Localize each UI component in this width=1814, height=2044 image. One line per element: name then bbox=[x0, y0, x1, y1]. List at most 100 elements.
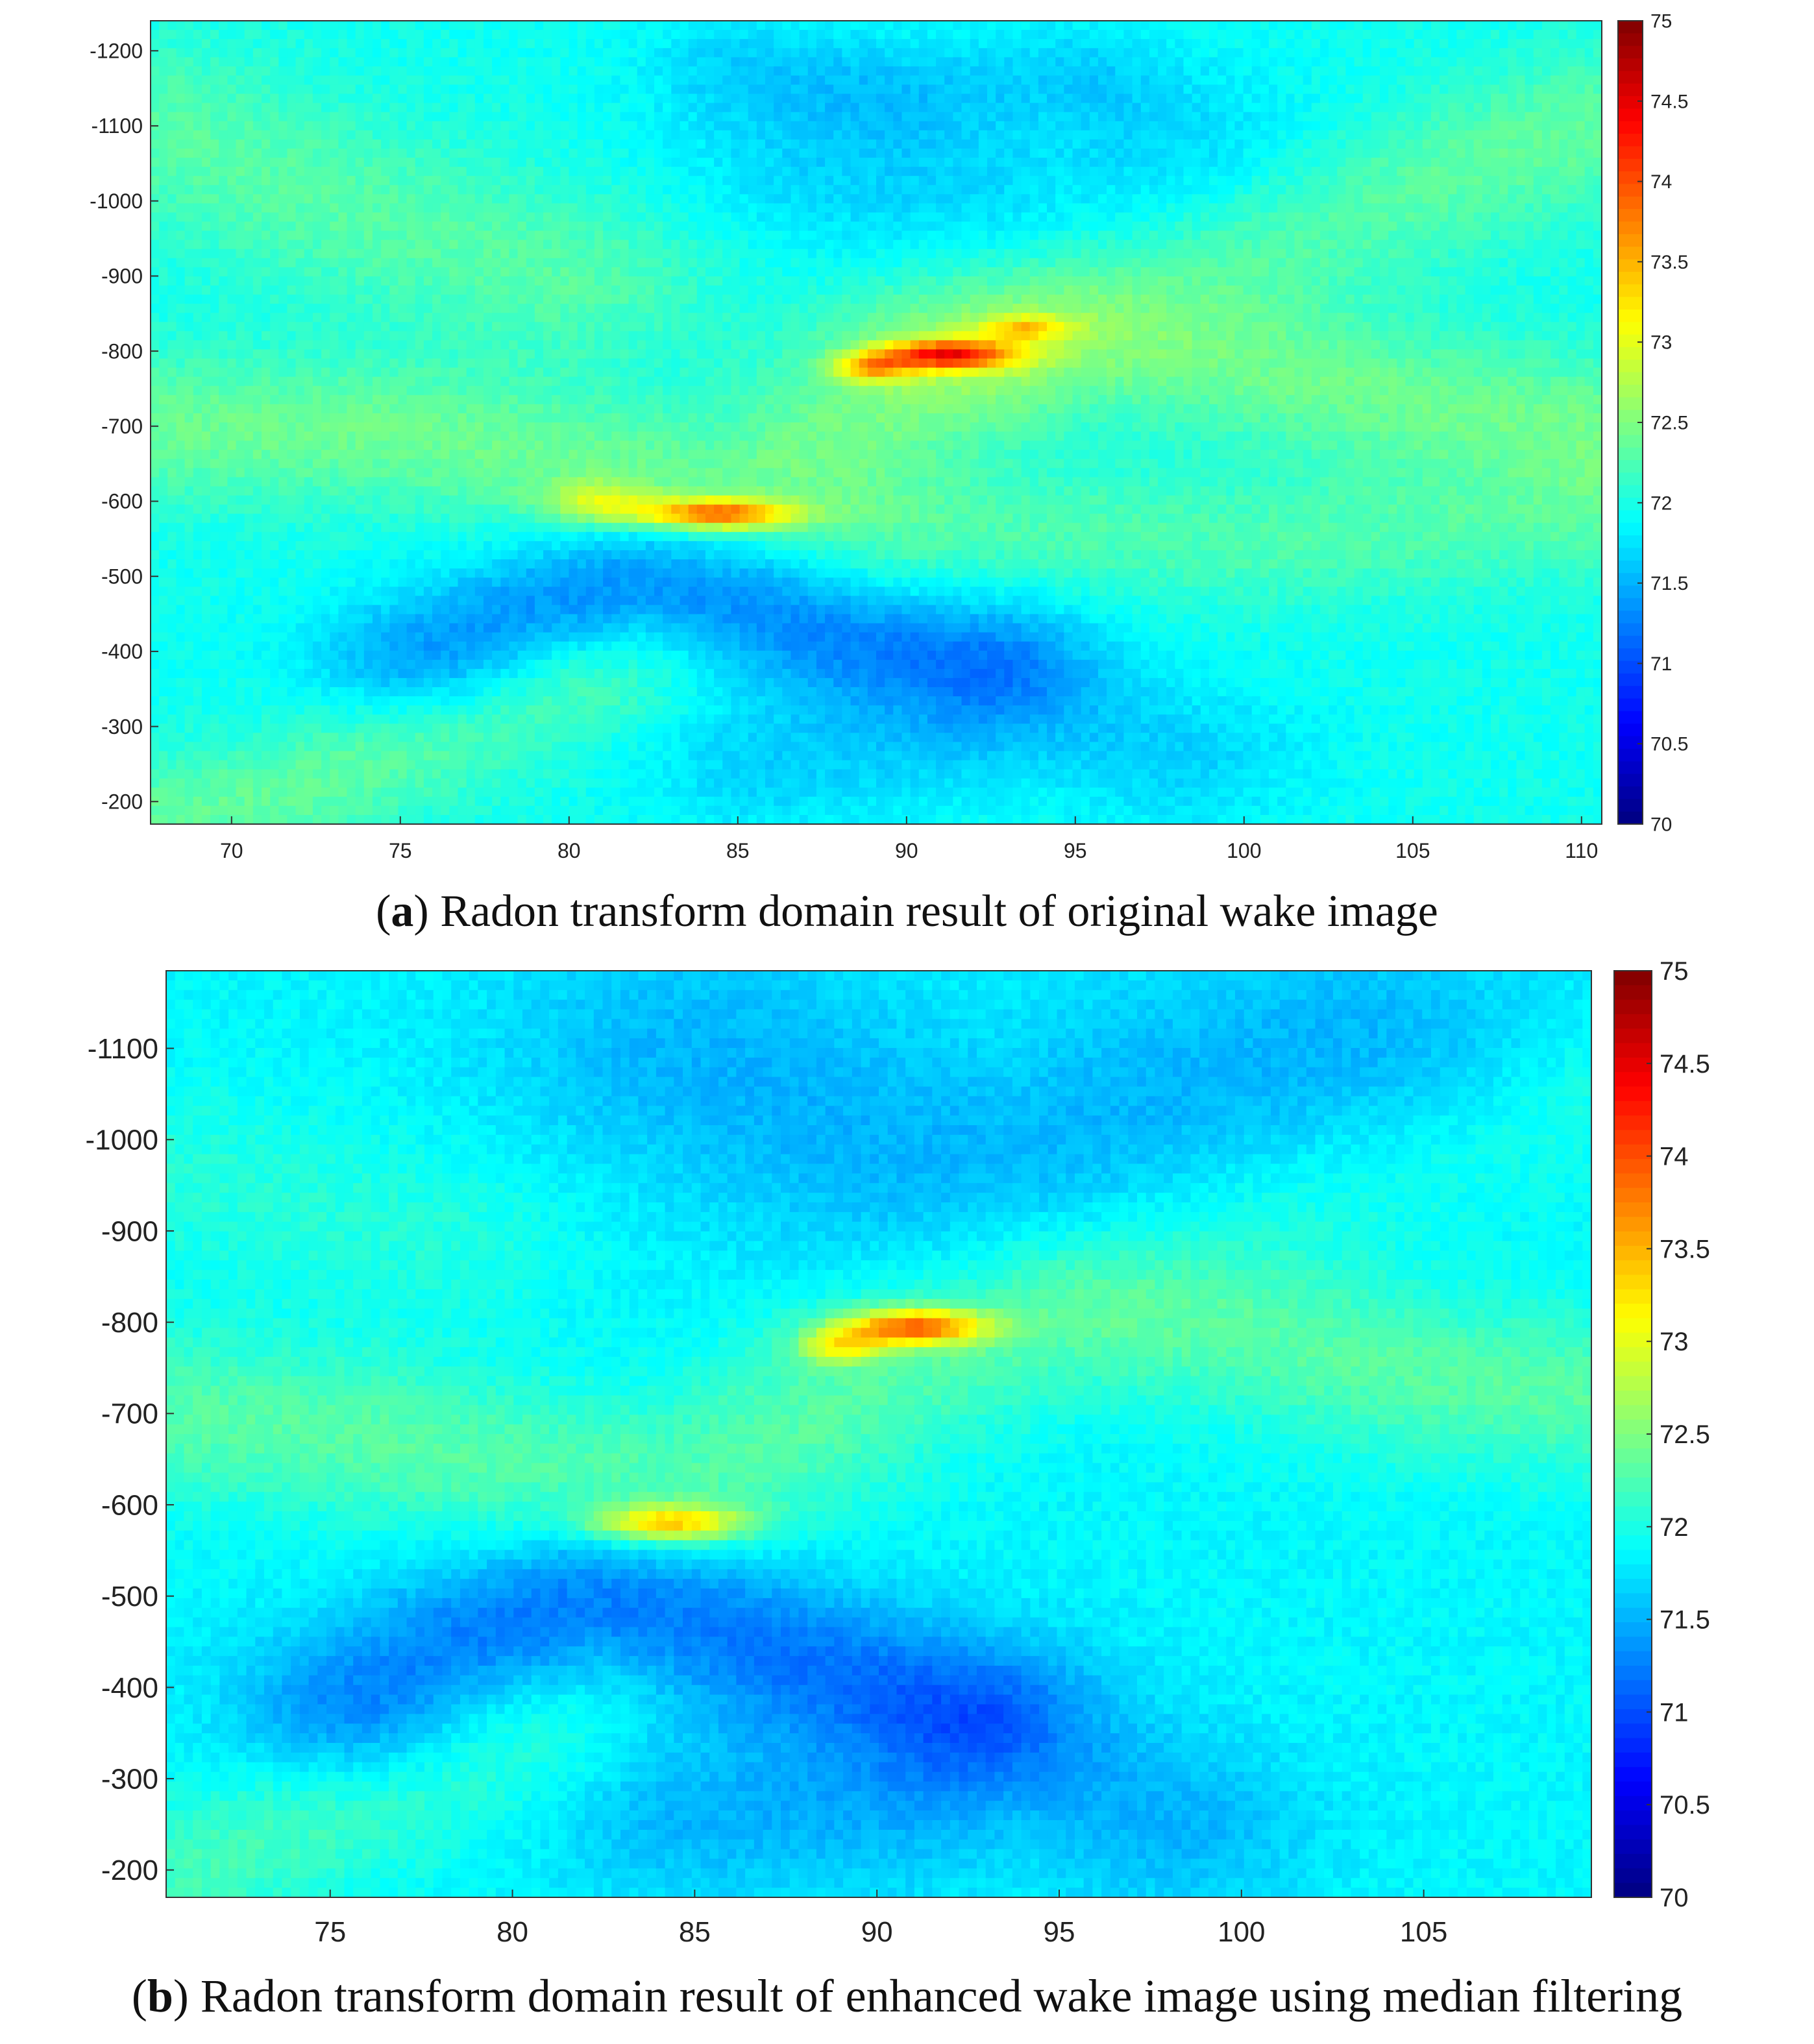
a-cell bbox=[252, 148, 262, 158]
a-cell bbox=[244, 687, 254, 697]
a-cell bbox=[295, 331, 305, 341]
a-cell bbox=[603, 568, 612, 578]
a-cell bbox=[441, 93, 450, 104]
a-cell bbox=[347, 404, 356, 414]
a-cell bbox=[466, 724, 476, 733]
a-cell bbox=[543, 39, 552, 49]
a-cell bbox=[201, 468, 211, 478]
a-cell bbox=[312, 313, 322, 322]
a-cell bbox=[449, 221, 459, 232]
a-cell bbox=[620, 632, 630, 642]
a-cell bbox=[278, 167, 288, 176]
a-cell bbox=[184, 687, 194, 697]
a-cell bbox=[569, 650, 578, 661]
a-cell bbox=[569, 349, 578, 359]
a-cell bbox=[295, 258, 305, 268]
a-cell bbox=[458, 778, 467, 788]
a-cell bbox=[492, 340, 501, 350]
a-cell bbox=[278, 148, 288, 158]
a-cell bbox=[560, 167, 570, 176]
a-cell bbox=[244, 450, 254, 459]
a-cell bbox=[458, 522, 467, 533]
a-cell bbox=[603, 158, 612, 167]
a-cell bbox=[543, 468, 552, 478]
a-cell bbox=[526, 587, 535, 596]
a-cell bbox=[483, 212, 493, 223]
a-cell bbox=[458, 605, 467, 615]
a-cell bbox=[312, 477, 322, 487]
a-cell bbox=[330, 340, 339, 350]
a-cell bbox=[585, 295, 595, 304]
a-cell bbox=[347, 805, 356, 816]
a-cell bbox=[483, 632, 493, 642]
a-cell bbox=[193, 267, 202, 277]
a-cell bbox=[355, 230, 365, 241]
a-cell bbox=[560, 139, 570, 149]
a-cell bbox=[458, 258, 467, 268]
a-cell bbox=[432, 504, 441, 515]
a-cell bbox=[474, 568, 484, 578]
a-cell bbox=[526, 30, 535, 40]
a-cell bbox=[210, 787, 219, 797]
a-cell bbox=[474, 714, 484, 724]
a-cell bbox=[398, 121, 408, 131]
a-cell bbox=[449, 751, 459, 761]
a-cell bbox=[167, 121, 177, 131]
a-cell bbox=[415, 441, 424, 450]
a-cell bbox=[415, 641, 424, 651]
a-cell bbox=[193, 432, 202, 441]
a-cell bbox=[620, 495, 630, 505]
a-cell bbox=[363, 139, 373, 149]
a-cell bbox=[603, 687, 612, 697]
a-cell bbox=[338, 614, 348, 624]
a-cell bbox=[270, 650, 279, 661]
a-cell bbox=[389, 504, 399, 515]
a-cell bbox=[458, 203, 467, 213]
a-cell bbox=[594, 596, 604, 605]
a-cell bbox=[252, 304, 262, 313]
a-cell bbox=[628, 304, 638, 313]
a-cell bbox=[389, 787, 399, 797]
a-cell bbox=[219, 796, 228, 807]
a-cell bbox=[441, 550, 450, 560]
a-cell bbox=[620, 787, 630, 797]
a-cell bbox=[569, 724, 578, 733]
a-cell bbox=[517, 239, 527, 250]
a-cell bbox=[252, 805, 262, 816]
a-cell bbox=[543, 441, 552, 450]
a-cell bbox=[628, 167, 638, 176]
a-cell bbox=[458, 714, 467, 724]
a-cell bbox=[552, 714, 561, 724]
a-cell bbox=[543, 650, 552, 661]
a-cell bbox=[295, 687, 305, 697]
a-cell bbox=[594, 541, 604, 551]
a-cell bbox=[466, 587, 476, 596]
a-cell bbox=[287, 559, 297, 569]
a-cell bbox=[441, 742, 450, 752]
a-cell bbox=[552, 75, 561, 86]
a-cell bbox=[252, 605, 262, 615]
a-cell bbox=[304, 504, 313, 515]
a-cell bbox=[210, 705, 219, 715]
a-cell bbox=[219, 805, 228, 816]
a-cell bbox=[534, 559, 544, 569]
a-cell bbox=[543, 705, 552, 715]
a-cell bbox=[534, 239, 544, 250]
a-cell bbox=[560, 57, 570, 67]
a-cell bbox=[458, 751, 467, 761]
a-cell bbox=[176, 395, 186, 405]
a-cell bbox=[526, 432, 535, 441]
a-cell bbox=[389, 385, 399, 396]
a-cell bbox=[330, 805, 339, 816]
a-cell bbox=[492, 376, 501, 387]
a-cell bbox=[151, 395, 160, 405]
a-cell bbox=[458, 742, 467, 752]
a-cell bbox=[389, 596, 399, 605]
a-cell bbox=[252, 587, 262, 596]
a-cell bbox=[270, 468, 279, 478]
a-cell bbox=[252, 295, 262, 304]
a-cell bbox=[628, 295, 638, 304]
a-cell bbox=[167, 295, 177, 304]
a-cell bbox=[449, 331, 459, 341]
a-cell bbox=[406, 659, 416, 670]
